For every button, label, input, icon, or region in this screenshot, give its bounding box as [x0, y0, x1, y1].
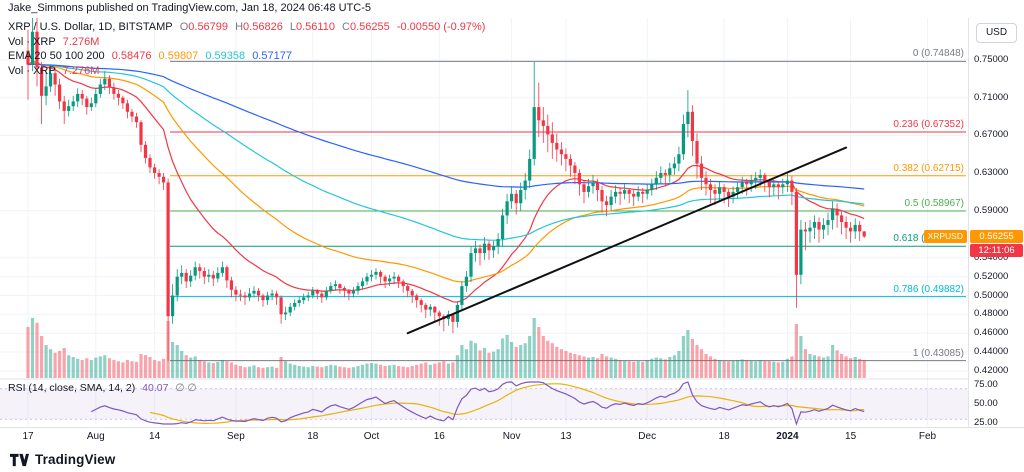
publish-header: Jake_Simmons published on TradingView.co…: [0, 0, 1024, 18]
low-value: 0.56110: [296, 21, 335, 33]
close-label: C: [342, 21, 350, 33]
open-label: O: [179, 21, 189, 33]
price-chart[interactable]: [0, 18, 968, 427]
volume-label[interactable]: Vol · XRP: [8, 35, 56, 48]
time-axis-label: 15: [845, 431, 857, 442]
rsi-axis-label: 25.00: [974, 417, 998, 428]
legend-volume-row-2: Vol · XRP 7.276M: [8, 65, 489, 79]
time-axis-label: Feb: [918, 431, 937, 442]
rsi-label[interactable]: RSI (14, close, SMA, 14, 2): [8, 382, 136, 394]
volume2-value: 7.276M: [62, 64, 100, 77]
close-value: 0.56255: [349, 21, 390, 33]
publish-text: Jake_Simmons published on TradingView.co…: [8, 2, 372, 14]
time-axis-label: 13: [560, 431, 572, 442]
symbol-title[interactable]: XRP / U.S. Dollar, 1D, BITSTAMP: [8, 21, 173, 33]
price-axis-label: 0.48000: [974, 308, 1009, 320]
currency-toggle-button[interactable]: USD: [976, 23, 1017, 43]
rsi-legend: RSI (14, close, SMA, 14, 2) 40.07 ∅ ∅: [8, 382, 201, 394]
price-axis-label: 0.44000: [974, 346, 1009, 357]
price-axis-label: 0.46000: [974, 327, 1009, 339]
legend-symbol-row: XRP / U.S. Dollar, 1D, BITSTAMP O0.56799…: [8, 21, 489, 35]
price-axis-label: 0.75000: [974, 54, 1009, 65]
brand-name[interactable]: TradingView: [35, 452, 116, 467]
time-axis-label: 17: [22, 431, 34, 442]
time-axis-label: Oct: [363, 431, 380, 442]
rsi-axis-label: 75.00: [974, 379, 998, 390]
time-axis-label: Nov: [502, 431, 521, 442]
time-axis[interactable]: 17 Aug 14 Sep 18 Oct 16 Nov 13 Dec 18 2024 15 Feb: [0, 427, 1024, 448]
legend-volume-row: Vol · XRP 7.276M: [8, 36, 489, 50]
price-axis-label: 0.71000: [974, 91, 1009, 103]
ema-label[interactable]: EMA 20 50 100 200: [8, 50, 105, 62]
ema100-value: 0.59358: [205, 50, 246, 62]
ema200-value: 0.57177: [252, 50, 292, 62]
time-axis-label: 14: [149, 431, 161, 442]
footer-bar: TradingView: [0, 447, 1024, 472]
price-axis-label: 0.63000: [974, 167, 1009, 178]
rsi-hidden-marks: ∅ ∅: [175, 382, 197, 394]
price-axis[interactable]: USD 0.56255 12:11:06 0.75000 0.71000 0.670…: [968, 18, 1024, 447]
time-axis-label: Dec: [638, 431, 657, 442]
ema50-value: 0.59807: [158, 50, 199, 62]
price-axis-label: 0.67000: [974, 129, 1009, 141]
time-axis-label: 18: [718, 431, 730, 442]
series-price-tag: XRPUSD: [923, 229, 967, 243]
volume2-label[interactable]: Vol · XRP: [8, 64, 56, 77]
time-axis-label: 16: [433, 431, 445, 442]
tradingview-logo[interactable]: [10, 453, 29, 467]
time-axis-label: 18: [307, 431, 319, 442]
high-value: 0.56826: [243, 21, 283, 33]
high-label: H: [235, 21, 244, 33]
time-axis-label: Sep: [226, 431, 245, 442]
low-label: L: [289, 21, 296, 33]
price-axis-label: 0.42000: [974, 364, 1009, 376]
time-axis-label: Aug: [86, 431, 105, 442]
rsi-axis-label: 50.00: [974, 398, 998, 409]
chart-legend: XRP / U.S. Dollar, 1D, BITSTAMP O0.56799…: [8, 21, 489, 79]
change-value: -0.00550 (-0.97%): [396, 21, 486, 33]
ema20-value: 0.58476: [111, 50, 152, 62]
volume-value: 7.276M: [62, 35, 100, 48]
price-axis-label: 0.52000: [974, 270, 1009, 282]
rsi-value: 40.07: [142, 382, 169, 394]
legend-ema-row: EMA 20 50 100 200 0.58476 0.59807 0.5935…: [8, 50, 489, 64]
last-price-badge: 0.56255: [970, 229, 1023, 243]
price-axis-label: 0.54000: [974, 251, 1009, 263]
price-axis-label: 0.59000: [974, 204, 1009, 216]
time-axis-label: 2024: [776, 431, 799, 442]
price-axis-label: 0.50000: [974, 289, 1009, 301]
open-value: 0.56799: [188, 21, 229, 33]
bar-countdown-badge: 12:11:06: [970, 243, 1023, 257]
